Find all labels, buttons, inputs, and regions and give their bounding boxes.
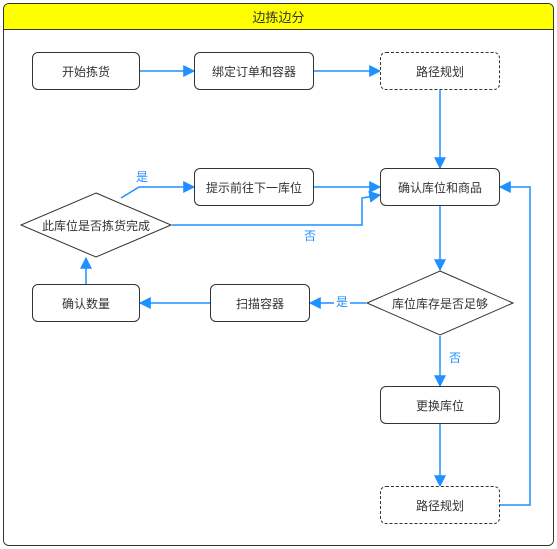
node-label: 此库位是否拣货完成 bbox=[20, 192, 172, 258]
node-route2: 路径规划 bbox=[380, 486, 500, 524]
edge-label: 是 bbox=[334, 295, 350, 309]
node-confirm_loc: 确认库位和商品 bbox=[380, 168, 500, 206]
node-next_loc: 提示前往下一库位 bbox=[194, 168, 314, 206]
panel-title: 边拣边分 bbox=[252, 7, 304, 26]
node-d_done: 此库位是否拣货完成 bbox=[20, 192, 172, 258]
node-d_stock: 库位库存是否足够 bbox=[366, 270, 514, 336]
node-start: 开始拣货 bbox=[32, 52, 140, 90]
node-scan: 扫描容器 bbox=[210, 284, 310, 322]
node-label: 库位库存是否足够 bbox=[366, 270, 514, 336]
edge-route2-confirm_loc bbox=[500, 187, 530, 505]
flowchart-panel: 边拣边分 开始拣货绑定订单和容器路径规划提示前往下一库位确认库位和商品此库位是否… bbox=[3, 3, 554, 546]
panel-body: 开始拣货绑定订单和容器路径规划提示前往下一库位确认库位和商品此库位是否拣货完成确… bbox=[4, 30, 553, 545]
panel-header: 边拣边分 bbox=[4, 4, 553, 30]
edge-label: 是 bbox=[134, 170, 150, 184]
flowchart-canvas: 边拣边分 开始拣货绑定订单和容器路径规划提示前往下一库位确认库位和商品此库位是否… bbox=[0, 0, 557, 549]
node-bind: 绑定订单和容器 bbox=[194, 52, 314, 90]
node-change_loc: 更换库位 bbox=[380, 386, 500, 424]
node-route1: 路径规划 bbox=[380, 52, 500, 90]
node-confirm_qty: 确认数量 bbox=[32, 284, 140, 322]
edge-label: 否 bbox=[302, 229, 318, 243]
edge-label: 否 bbox=[447, 351, 463, 365]
